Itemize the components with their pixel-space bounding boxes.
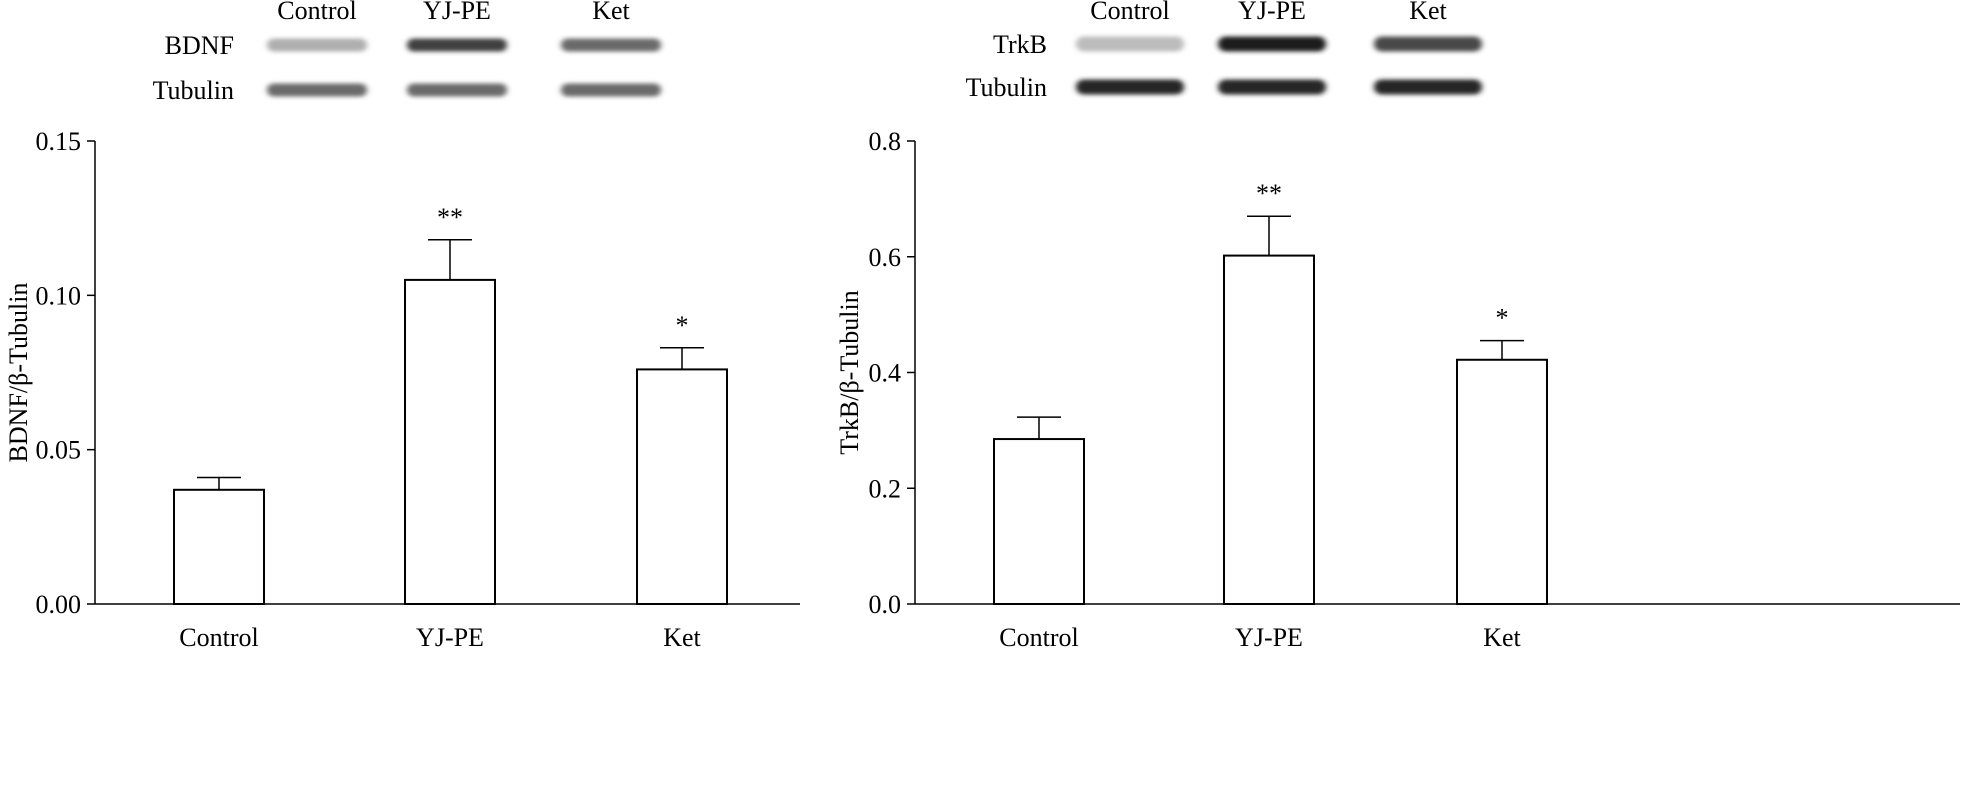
blot-band-trkb-yj-pe bbox=[1218, 36, 1326, 52]
blot-row-label-bdnf: BDNF bbox=[165, 31, 234, 60]
blot-band-tubulin-ket bbox=[561, 83, 661, 97]
y-axis-title: TrkB/β-Tubulin bbox=[835, 290, 864, 455]
blot-band-tubulin-control bbox=[267, 83, 367, 97]
bar-control bbox=[993, 438, 1085, 605]
bar-ket bbox=[636, 368, 728, 605]
significance-marker-yj-pe: ** bbox=[1256, 179, 1282, 208]
blot-band-tubulin-yj-pe bbox=[407, 83, 507, 97]
blot-band-tubulin-yj-pe bbox=[1218, 79, 1326, 95]
blot-band-tubulin-control bbox=[1076, 79, 1184, 95]
bar-control bbox=[173, 488, 265, 605]
y-tick-label: 0.00 bbox=[36, 590, 82, 619]
x-tick-label-ket: Ket bbox=[663, 623, 701, 652]
x-tick-label-yj-pe: YJ-PE bbox=[1235, 623, 1303, 652]
y-axis-title: BDNF/β-Tubulin bbox=[4, 283, 33, 463]
blot-band-tubulin-ket bbox=[1374, 79, 1482, 95]
blot-band-trkb-ket bbox=[1374, 36, 1482, 52]
trkb-panel: Control YJ-PE Ket TrkB Tubulin 0.0 0.2 0.4 0.6 0.… bbox=[835, 0, 1960, 652]
lane-label-control: Control bbox=[277, 0, 356, 25]
x-tick-label-control: Control bbox=[179, 623, 258, 652]
y-tick-label: 0.8 bbox=[869, 127, 902, 156]
blot-band-bdnf-control bbox=[267, 38, 367, 52]
y-tick-label: 0.0 bbox=[869, 590, 902, 619]
bdnf-panel: Control YJ-PE Ket BDNF Tubulin 0.00 0.05 0.10 0.… bbox=[4, 0, 800, 652]
x-tick-label-control: Control bbox=[999, 623, 1078, 652]
x-tick-label-ket: Ket bbox=[1483, 623, 1521, 652]
significance-marker-ket: * bbox=[676, 311, 689, 340]
bar-yj-pe bbox=[1223, 254, 1315, 605]
y-tick-label: 0.2 bbox=[869, 474, 902, 503]
blot-row-label-tubulin: Tubulin bbox=[966, 73, 1047, 102]
y-tick-label: 0.05 bbox=[36, 436, 82, 465]
lane-label-ket: Ket bbox=[1409, 0, 1447, 25]
blot-band-trkb-control bbox=[1076, 36, 1184, 52]
lane-label-yj-pe: YJ-PE bbox=[423, 0, 491, 25]
x-tick-label-yj-pe: YJ-PE bbox=[416, 623, 484, 652]
lane-label-control: Control bbox=[1090, 0, 1169, 25]
y-tick-label: 0.15 bbox=[36, 127, 82, 156]
significance-marker-ket: * bbox=[1496, 304, 1509, 333]
blot-row-label-trkb: TrkB bbox=[993, 30, 1047, 59]
blot-band-bdnf-yj-pe bbox=[407, 38, 507, 52]
lane-label-ket: Ket bbox=[592, 0, 630, 25]
y-tick-label: 0.10 bbox=[36, 281, 82, 310]
bar-ket bbox=[1456, 358, 1548, 605]
blot-band-bdnf-ket bbox=[561, 38, 661, 52]
y-tick-label: 0.4 bbox=[869, 359, 902, 388]
blot-row-label-tubulin: Tubulin bbox=[153, 76, 234, 105]
bar-yj-pe bbox=[404, 278, 496, 605]
significance-marker-yj-pe: ** bbox=[437, 203, 463, 232]
lane-label-yj-pe: YJ-PE bbox=[1238, 0, 1306, 25]
y-tick-label: 0.6 bbox=[869, 243, 902, 272]
